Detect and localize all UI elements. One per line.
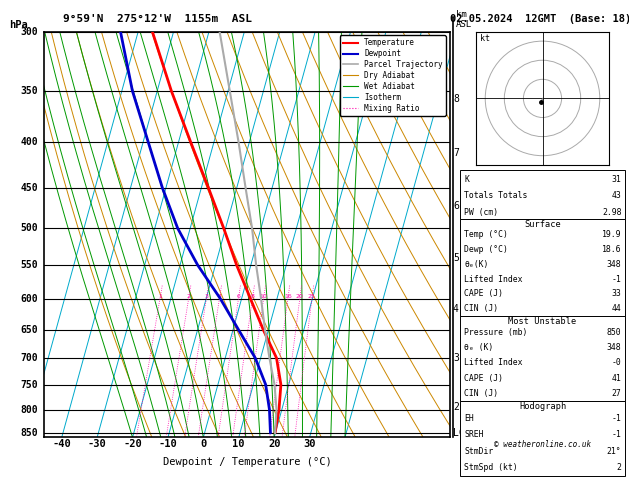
Text: EH: EH bbox=[464, 414, 474, 422]
Text: 02.05.2024  12GMT  (Base: 18): 02.05.2024 12GMT (Base: 18) bbox=[450, 14, 629, 24]
Text: 350: 350 bbox=[20, 86, 38, 96]
Text: StmSpd (kt): StmSpd (kt) bbox=[464, 464, 518, 472]
Text: © weatheronline.co.uk: © weatheronline.co.uk bbox=[494, 440, 591, 449]
Text: 300: 300 bbox=[20, 27, 38, 36]
Text: 20: 20 bbox=[296, 294, 304, 299]
Text: θₑ (K): θₑ (K) bbox=[464, 343, 494, 352]
Text: 500: 500 bbox=[20, 224, 38, 233]
Text: -40: -40 bbox=[52, 439, 71, 450]
Text: 5: 5 bbox=[453, 253, 459, 263]
Text: Pressure (mb): Pressure (mb) bbox=[464, 328, 528, 337]
Text: 0: 0 bbox=[200, 439, 206, 450]
Text: hPa: hPa bbox=[9, 20, 28, 30]
Text: kt: kt bbox=[479, 34, 489, 43]
Text: 600: 600 bbox=[20, 294, 38, 304]
Text: 750: 750 bbox=[20, 380, 38, 390]
Text: -20: -20 bbox=[123, 439, 142, 450]
Text: Lifted Index: Lifted Index bbox=[464, 275, 523, 283]
Text: 348: 348 bbox=[607, 260, 621, 269]
Text: 550: 550 bbox=[20, 260, 38, 270]
Text: 21°: 21° bbox=[607, 447, 621, 456]
Text: 33: 33 bbox=[611, 289, 621, 298]
Text: 700: 700 bbox=[20, 353, 38, 363]
Text: 10: 10 bbox=[233, 439, 245, 450]
Text: 41: 41 bbox=[611, 374, 621, 382]
Text: 4: 4 bbox=[453, 304, 459, 314]
Text: 8: 8 bbox=[250, 294, 254, 299]
Text: Dewp (°C): Dewp (°C) bbox=[464, 245, 508, 254]
Text: SREH: SREH bbox=[464, 430, 484, 439]
Text: 6: 6 bbox=[237, 294, 240, 299]
Text: -1: -1 bbox=[611, 430, 621, 439]
Text: 7: 7 bbox=[453, 148, 459, 158]
Text: 348: 348 bbox=[607, 343, 621, 352]
Text: K: K bbox=[464, 175, 469, 184]
Text: 4: 4 bbox=[218, 294, 221, 299]
Text: CAPE (J): CAPE (J) bbox=[464, 289, 503, 298]
Text: 31: 31 bbox=[611, 175, 621, 184]
Text: -10: -10 bbox=[159, 439, 177, 450]
Text: -1: -1 bbox=[611, 275, 621, 283]
Text: 10: 10 bbox=[260, 294, 267, 299]
Text: θₑ(K): θₑ(K) bbox=[464, 260, 489, 269]
Text: -30: -30 bbox=[88, 439, 106, 450]
Text: Most Unstable: Most Unstable bbox=[508, 317, 577, 327]
Text: 43: 43 bbox=[611, 191, 621, 200]
X-axis label: Dewpoint / Temperature (°C): Dewpoint / Temperature (°C) bbox=[162, 457, 331, 467]
Text: 2: 2 bbox=[453, 402, 459, 412]
Text: 1: 1 bbox=[158, 294, 162, 299]
Text: Lifted Index: Lifted Index bbox=[464, 358, 523, 367]
Text: CAPE (J): CAPE (J) bbox=[464, 374, 503, 382]
Text: 400: 400 bbox=[20, 138, 38, 147]
Text: 19.9: 19.9 bbox=[602, 230, 621, 239]
Text: Totals Totals: Totals Totals bbox=[464, 191, 528, 200]
Text: Mixing Ratio (g/kg): Mixing Ratio (g/kg) bbox=[464, 187, 472, 282]
Text: 18.6: 18.6 bbox=[602, 245, 621, 254]
Text: Hodograph: Hodograph bbox=[519, 402, 566, 412]
Text: 850: 850 bbox=[20, 428, 38, 438]
Text: 650: 650 bbox=[20, 325, 38, 334]
Text: LCL: LCL bbox=[453, 428, 470, 438]
Text: StmDir: StmDir bbox=[464, 447, 494, 456]
Text: 800: 800 bbox=[20, 404, 38, 415]
Text: 27: 27 bbox=[611, 389, 621, 398]
Text: CIN (J): CIN (J) bbox=[464, 304, 498, 313]
Text: 30: 30 bbox=[303, 439, 316, 450]
Text: 450: 450 bbox=[20, 183, 38, 193]
Text: 6: 6 bbox=[453, 201, 459, 211]
Text: -1: -1 bbox=[611, 414, 621, 422]
Text: 25: 25 bbox=[308, 294, 316, 299]
Text: 16: 16 bbox=[284, 294, 292, 299]
Text: 2: 2 bbox=[187, 294, 191, 299]
Text: 850: 850 bbox=[607, 328, 621, 337]
Text: Temp (°C): Temp (°C) bbox=[464, 230, 508, 239]
Text: 2.98: 2.98 bbox=[602, 208, 621, 217]
Text: PW (cm): PW (cm) bbox=[464, 208, 498, 217]
Text: Surface: Surface bbox=[524, 220, 561, 229]
Text: -0: -0 bbox=[611, 358, 621, 367]
Text: CIN (J): CIN (J) bbox=[464, 389, 498, 398]
Text: 44: 44 bbox=[611, 304, 621, 313]
Text: 3: 3 bbox=[453, 353, 459, 363]
Text: 20: 20 bbox=[268, 439, 281, 450]
Legend: Temperature, Dewpoint, Parcel Trajectory, Dry Adiabat, Wet Adiabat, Isotherm, Mi: Temperature, Dewpoint, Parcel Trajectory… bbox=[340, 35, 446, 116]
Text: 2: 2 bbox=[616, 464, 621, 472]
Text: 8: 8 bbox=[453, 94, 459, 104]
Text: 3: 3 bbox=[204, 294, 208, 299]
Text: 9°59'N  275°12'W  1155m  ASL: 9°59'N 275°12'W 1155m ASL bbox=[63, 14, 252, 24]
Text: km
ASL: km ASL bbox=[456, 11, 472, 29]
